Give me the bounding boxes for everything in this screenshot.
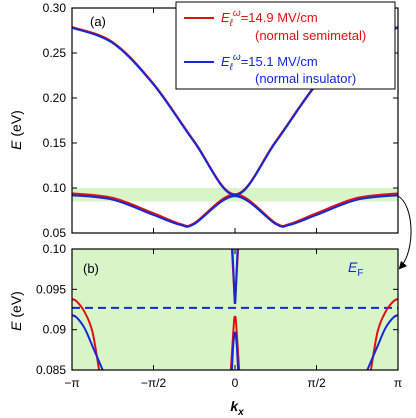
panel-b-curves: [72, 249, 398, 370]
series-0-segment-0-line: [72, 298, 101, 370]
y-tick-label-a: 0.10: [43, 181, 67, 195]
panel-b-label: (b): [83, 261, 99, 276]
panel-a: 0.05 0.10 0.15 0.20 0.25 0.30 (a) E (eV) Eℓω=…: [8, 1, 399, 240]
series-1-segment-2-line: [230, 331, 236, 370]
series-1-segment-3-line: [234, 331, 240, 370]
panel-b-y-ticks: 0.085 0.09 0.095 0.10: [36, 242, 398, 377]
legend-note-insulator: (normal insulator): [255, 71, 356, 86]
y-tick-label-b: 0.10: [43, 242, 67, 256]
x-tick-label-b: π: [394, 376, 402, 390]
legend-entry-insulator: Eℓω=15.1 MV/cm: [221, 52, 318, 73]
y-tick-label-b: 0.095: [36, 282, 66, 296]
y-tick-label-a: 0.20: [43, 91, 67, 105]
panel-b-background: [72, 249, 398, 370]
series-1-segment-5-line: [234, 249, 239, 305]
x-axis-label: kx: [230, 398, 244, 418]
y-tick-label-a: 0.30: [43, 1, 67, 15]
series-0-segment-1-line: [369, 298, 398, 370]
series-1-segment-0-line: [72, 314, 104, 370]
y-tick-label-a: 0.05: [43, 226, 67, 240]
legend-note-semimetal: (normal semimetal): [255, 28, 366, 43]
panel-b: 0.085 0.09 0.095 0.10 −π −π/2 0 π/2 π (b) EF E …: [8, 242, 402, 418]
legend-box: [175, 1, 396, 90]
x-tick-label-b: 0: [232, 376, 239, 390]
x-tick-label-b: −π: [64, 376, 79, 390]
legend: Eℓω=14.9 MV/cm (normal semimetal) Eℓω=15…: [175, 1, 396, 90]
panel-b-x-ticks: −π −π/2 0 π/2 π: [64, 249, 402, 390]
fermi-level-label: EF: [348, 259, 363, 279]
legend-entry-semimetal: Eℓω=14.9 MV/cm: [221, 8, 318, 29]
panel-a-y-ticks: 0.05 0.10 0.15 0.20 0.25 0.30: [43, 1, 398, 240]
series-1-segment-1-line: [366, 314, 398, 370]
x-tick-label-b: −π/2: [141, 376, 167, 390]
x-tick-label-b: π/2: [307, 376, 326, 390]
panel-b-series: [72, 249, 398, 370]
y-tick-label-a: 0.15: [43, 136, 67, 150]
series-1-lower-band-line: [71, 194, 399, 228]
zoom-arrow: [397, 195, 412, 270]
panel-a-y-axis-label: E (eV): [8, 110, 24, 150]
y-tick-label-b: 0.09: [43, 323, 67, 337]
y-tick-label-a: 0.25: [43, 46, 67, 60]
panel-b-y-axis-label: E (eV): [8, 291, 24, 331]
panel-a-label: (a): [90, 14, 106, 29]
y-tick-label-b: 0.085: [36, 363, 66, 377]
